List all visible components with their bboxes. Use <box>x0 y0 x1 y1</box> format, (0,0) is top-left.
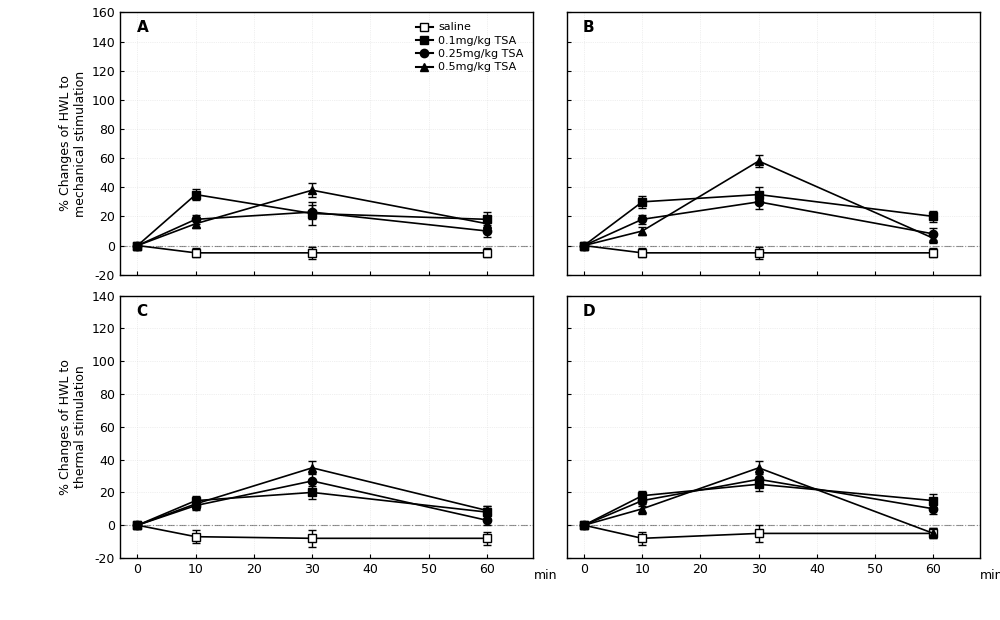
Y-axis label: % Changes of HWL to
mechanical stimulation: % Changes of HWL to mechanical stimulati… <box>59 71 87 216</box>
Text: C: C <box>137 304 148 319</box>
Text: A: A <box>137 20 148 35</box>
Legend: saline, 0.1mg/kg TSA, 0.25mg/kg TSA, 0.5mg/kg TSA: saline, 0.1mg/kg TSA, 0.25mg/kg TSA, 0.5… <box>411 18 528 77</box>
Text: B: B <box>583 20 595 35</box>
Text: min: min <box>980 569 1000 582</box>
Text: min: min <box>533 569 557 582</box>
Text: D: D <box>583 304 596 319</box>
Y-axis label: % Changes of HWL to
thermal stimulation: % Changes of HWL to thermal stimulation <box>59 359 87 495</box>
